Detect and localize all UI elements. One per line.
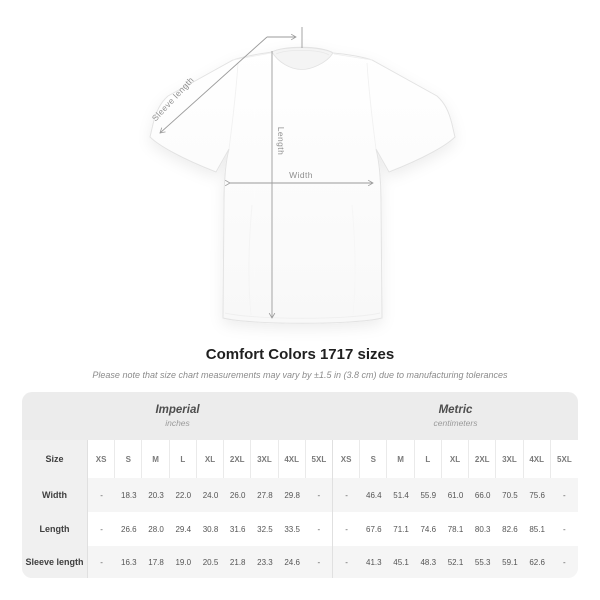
table-row-sleeve-length: Sleeve length - 16.3 17.8 19.0 20.5 21.8 23.3 24… bbox=[22, 546, 578, 578]
value-imperial-4xl: 29.8 bbox=[284, 490, 300, 500]
size-header-metric-s: S bbox=[360, 440, 388, 478]
value-metric-5xl: - bbox=[563, 490, 566, 500]
value-imperial-l: 29.4 bbox=[175, 524, 192, 534]
value-imperial-4xl: 33.5 bbox=[284, 524, 300, 534]
row-label: Sleeve length bbox=[22, 546, 88, 578]
tshirt-image bbox=[149, 46, 456, 324]
size-header-imperial-l: L bbox=[170, 440, 197, 478]
value-imperial-5xl: - bbox=[306, 546, 333, 578]
sleeve-length-line bbox=[159, 36, 268, 134]
value-metric-xl: 61.0 bbox=[447, 490, 464, 500]
size-header-metric-m: M bbox=[387, 440, 415, 478]
size-header-row: Size XS S M L XL 2XL 3XL 4XL 5XL XS S M L XL 2XL 3XL 4XL 5… bbox=[22, 440, 578, 478]
value-imperial-s: 26.6 bbox=[121, 524, 137, 534]
size-header-metric-l: L bbox=[415, 440, 442, 478]
value-metric-xl: 52.1 bbox=[447, 557, 464, 567]
metric-header: Metric centimeters bbox=[333, 392, 578, 440]
metric-label: Metric bbox=[438, 404, 473, 416]
value-imperial-m: 17.8 bbox=[148, 557, 164, 567]
size-header-imperial-4xl: 4XL bbox=[279, 440, 306, 478]
row-label: Length bbox=[22, 512, 88, 546]
value-metric-s: 41.3 bbox=[366, 557, 382, 567]
value-imperial-xl: 30.8 bbox=[202, 524, 219, 534]
collar bbox=[271, 47, 334, 70]
value-metric-4xl: 62.6 bbox=[529, 557, 545, 567]
value-imperial-5xl: - bbox=[306, 478, 333, 512]
size-column-header: Size bbox=[22, 440, 88, 478]
value-imperial-2xl: 26.0 bbox=[229, 490, 246, 500]
value-metric-xs: - bbox=[345, 557, 348, 567]
value-metric-4xl: 85.1 bbox=[529, 524, 545, 534]
value-imperial-2xl: 21.8 bbox=[229, 557, 246, 567]
value-imperial-5xl: - bbox=[306, 512, 333, 546]
value-metric-m: 71.1 bbox=[393, 524, 409, 534]
value-metric-3xl: 70.5 bbox=[502, 490, 518, 500]
value-metric-l: 74.6 bbox=[420, 524, 437, 534]
value-metric-s: 67.6 bbox=[366, 524, 382, 534]
value-imperial-m: 28.0 bbox=[148, 524, 164, 534]
size-header-imperial-s: S bbox=[115, 440, 143, 478]
size-header-metric-4xl: 4XL bbox=[524, 440, 551, 478]
size-header-imperial-m: M bbox=[142, 440, 170, 478]
imperial-header: Imperial inches bbox=[22, 392, 333, 440]
width-label: Width bbox=[289, 170, 313, 180]
size-table: Imperial inches Metric centimeters Size X… bbox=[22, 392, 578, 578]
table-row-width: Width -18.3 20.3 22.0 24.0 26.0 27.8 29.8- -46.4… bbox=[22, 478, 578, 512]
size-header-imperial-3xl: 3XL bbox=[251, 440, 279, 478]
value-imperial-s: 18.3 bbox=[121, 490, 137, 500]
size-header-metric-xs: XS bbox=[333, 440, 361, 478]
value-metric-3xl: 82.6 bbox=[502, 524, 518, 534]
size-header-metric-5xl: 5XL bbox=[557, 454, 572, 464]
tolerance-note: Please note that size chart measurements… bbox=[92, 370, 508, 380]
value-imperial-xs: - bbox=[100, 557, 103, 567]
value-metric-s: 46.4 bbox=[366, 490, 382, 500]
value-imperial-l: 19.0 bbox=[175, 557, 192, 567]
value-imperial-xs: - bbox=[100, 490, 103, 500]
page-title: Comfort Colors 1717 sizes bbox=[205, 346, 395, 363]
length-label: Length bbox=[276, 127, 286, 155]
value-metric-xl: 78.1 bbox=[447, 524, 464, 534]
row-label: Width bbox=[22, 478, 88, 512]
value-imperial-4xl: 24.6 bbox=[284, 557, 300, 567]
value-metric-l: 55.9 bbox=[420, 490, 437, 500]
imperial-label: Imperial bbox=[155, 404, 200, 416]
value-metric-4xl: 75.6 bbox=[529, 490, 545, 500]
tshirt-measurement-diagram: Sleeve length Length Width bbox=[149, 27, 456, 324]
size-header-imperial-xs: XS bbox=[88, 440, 116, 478]
value-metric-2xl: 55.3 bbox=[474, 557, 491, 567]
value-metric-2xl: 66.0 bbox=[474, 490, 491, 500]
value-imperial-m: 20.3 bbox=[148, 490, 164, 500]
value-imperial-3xl: 23.3 bbox=[257, 557, 273, 567]
size-header-metric-3xl: 3XL bbox=[496, 440, 524, 478]
value-imperial-3xl: 27.8 bbox=[257, 490, 273, 500]
value-metric-xs: - bbox=[345, 490, 348, 500]
value-imperial-3xl: 32.5 bbox=[257, 524, 273, 534]
size-header-imperial-5xl: 5XL bbox=[306, 440, 333, 478]
size-header-metric-xl: XL bbox=[442, 440, 470, 478]
value-imperial-xl: 24.0 bbox=[202, 490, 219, 500]
table-row-length: Length -26.6 28.0 29.4 30.8 31.6 32.5 33.5- -67.… bbox=[22, 512, 578, 546]
value-imperial-s: 16.3 bbox=[121, 557, 137, 567]
size-header-metric-2xl: 2XL bbox=[469, 440, 497, 478]
value-metric-2xl: 80.3 bbox=[474, 524, 491, 534]
metric-sublabel: centimeters bbox=[433, 418, 478, 428]
size-header-imperial-2xl: 2XL bbox=[224, 440, 252, 478]
unit-header-row: Imperial inches Metric centimeters bbox=[22, 392, 578, 440]
value-metric-5xl: - bbox=[563, 524, 566, 534]
value-imperial-xs: - bbox=[100, 524, 103, 534]
value-metric-l: 48.3 bbox=[420, 557, 437, 567]
value-metric-xs: - bbox=[345, 524, 348, 534]
value-metric-5xl: - bbox=[563, 557, 566, 567]
imperial-sublabel: inches bbox=[165, 418, 190, 428]
size-header-imperial-xl: XL bbox=[197, 440, 225, 478]
value-imperial-l: 22.0 bbox=[175, 490, 192, 500]
value-metric-m: 51.4 bbox=[393, 490, 409, 500]
value-imperial-2xl: 31.6 bbox=[229, 524, 246, 534]
value-metric-3xl: 59.1 bbox=[502, 557, 518, 567]
value-imperial-xl: 20.5 bbox=[202, 557, 219, 567]
value-metric-m: 45.1 bbox=[393, 557, 409, 567]
